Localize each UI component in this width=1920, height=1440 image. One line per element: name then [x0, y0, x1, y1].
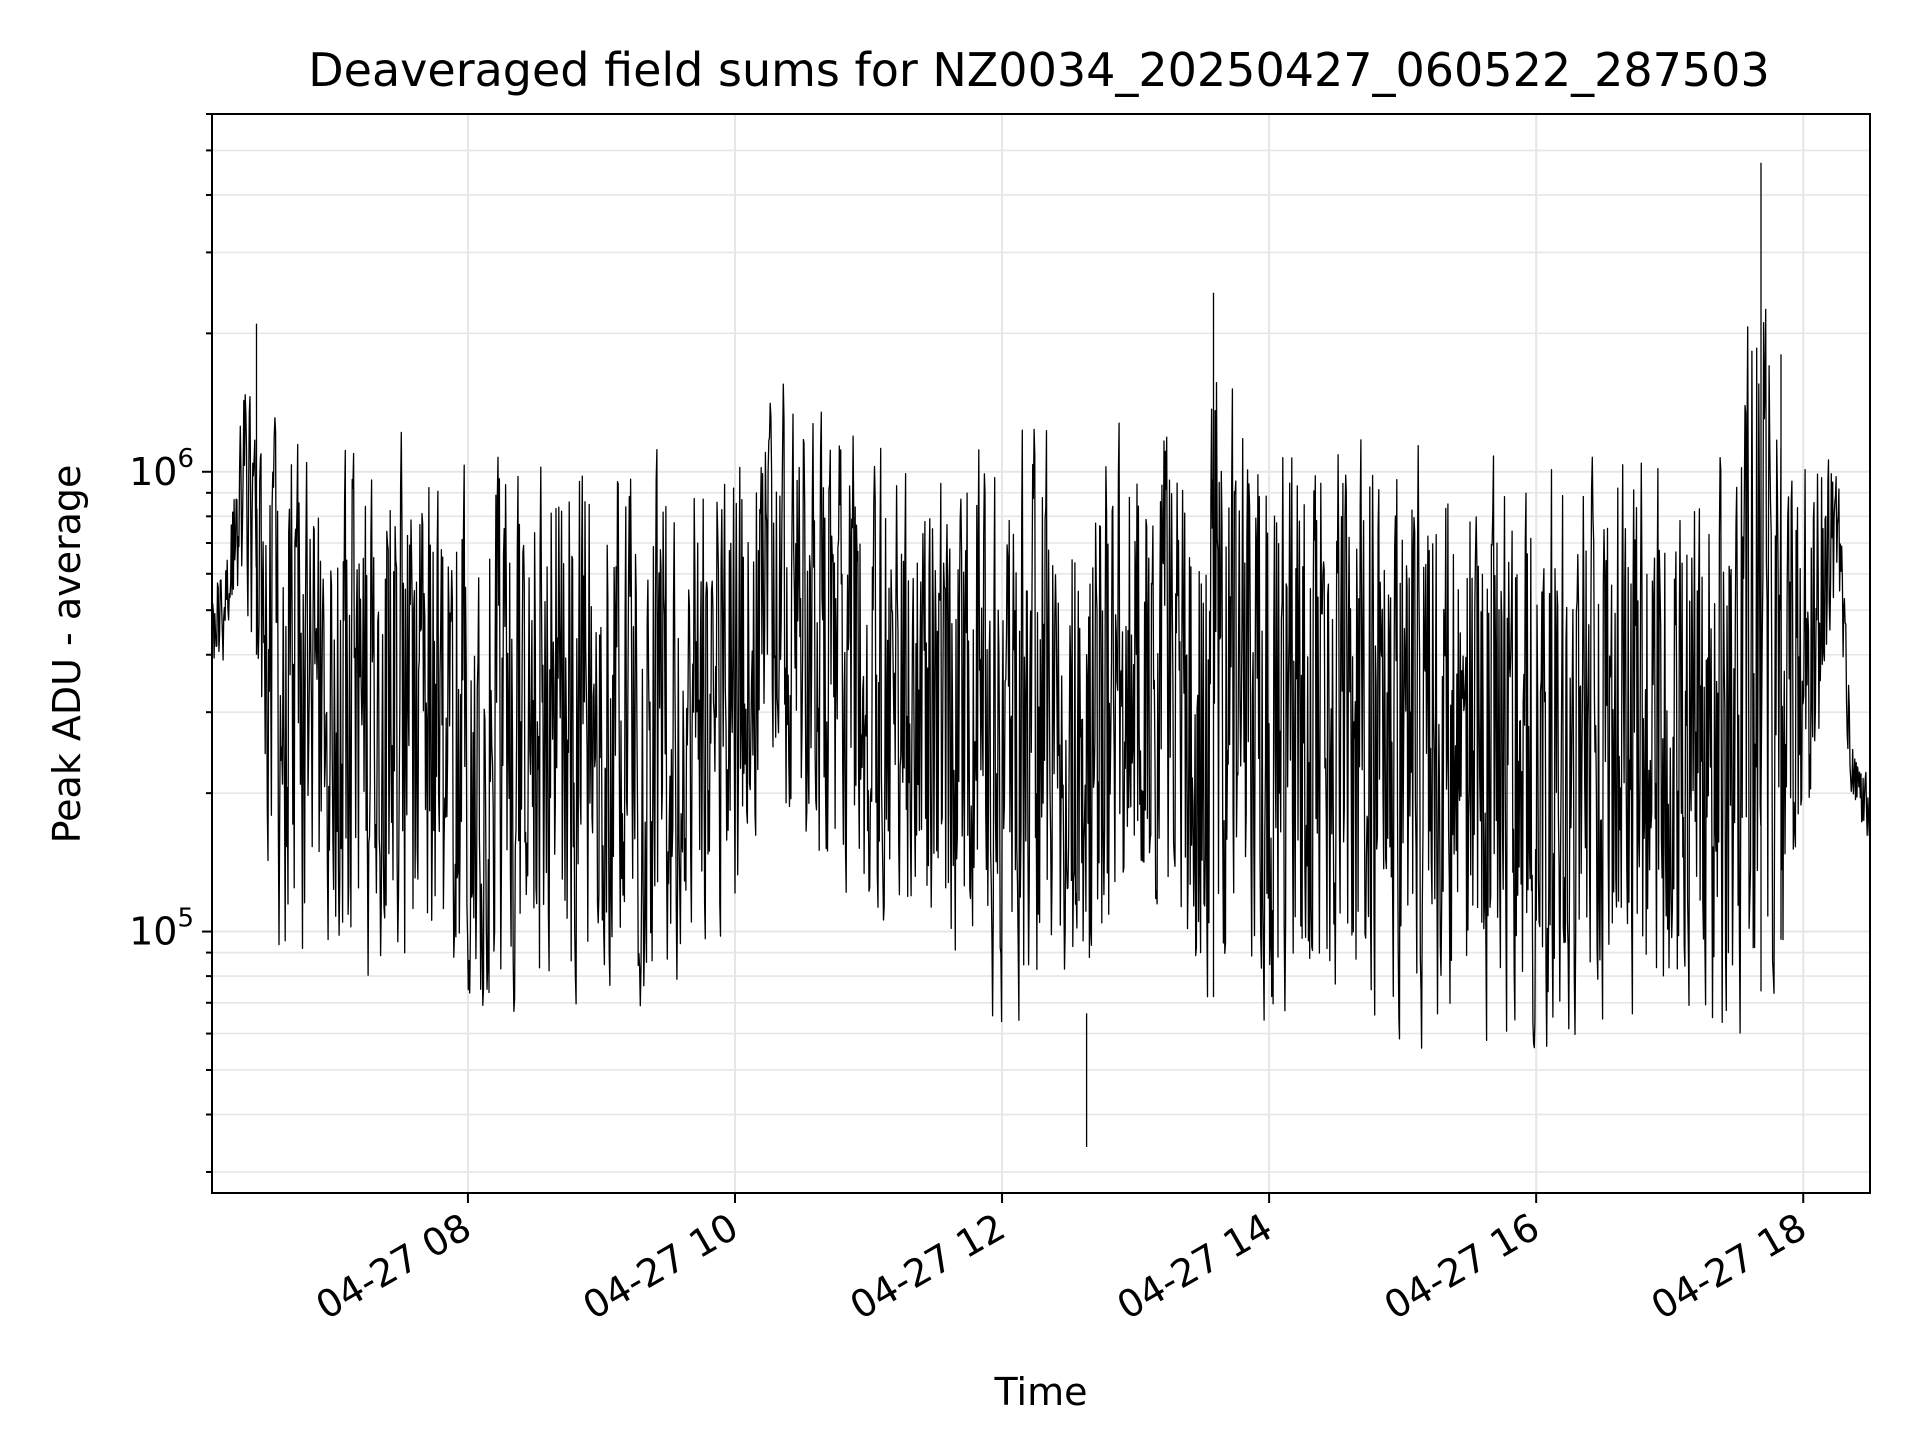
- chart-title: Deaveraged field sums for NZ0034_2025042…: [308, 43, 1769, 97]
- y-axis-label: Peak ADU - average: [45, 465, 89, 844]
- plot-frame: [211, 113, 1871, 1194]
- y-tick-label: 106: [129, 444, 194, 494]
- y-tick-label: 105: [129, 904, 194, 954]
- series-line: [212, 162, 1870, 1147]
- x-axis-label: Time: [994, 1370, 1088, 1414]
- y-axis: 105 106: [129, 113, 212, 1173]
- plot-area: [212, 162, 1870, 1147]
